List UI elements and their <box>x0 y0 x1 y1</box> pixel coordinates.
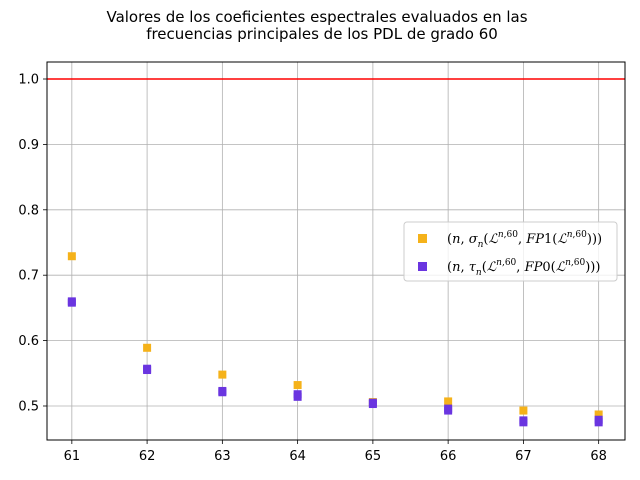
legend-label-tau: (n, τn(ℒn,60, FP0(ℒn,60))) <box>447 258 600 278</box>
chart-title-line-2: frecuencias principales de los PDL de gr… <box>146 25 498 43</box>
x-tick-label: 66 <box>440 449 457 464</box>
y-tick-label: 1.0 <box>18 73 39 88</box>
data-points <box>67 252 603 427</box>
tau-point <box>218 388 227 397</box>
sigma-point <box>594 410 603 419</box>
y-tick-label: 0.5 <box>18 399 39 414</box>
legend: (n, σn(ℒn,60, FP1(ℒn,60))) (n, τn(ℒn,60,… <box>403 221 618 282</box>
x-tick-label: 67 <box>515 449 532 464</box>
x-tick-label: 61 <box>64 449 81 464</box>
sigma-point <box>519 406 528 415</box>
legend-label-sigma: (n, σn(ℒn,60, FP1(ℒn,60))) <box>447 230 602 250</box>
sigma-point <box>218 370 227 379</box>
x-tick-label: 62 <box>139 449 156 464</box>
x-tick-label: 63 <box>214 449 231 464</box>
tau-point <box>519 418 528 427</box>
axis-ticks: 61 62 63 64 65 66 67 68 0.5 0.6 0.7 0.8 0.9 1.0 <box>18 73 607 464</box>
tau-point <box>293 392 302 401</box>
tau-point <box>67 298 76 307</box>
legend-box <box>403 221 618 282</box>
tau-point <box>143 366 152 375</box>
x-tick-label: 65 <box>365 449 382 464</box>
y-tick-label: 0.8 <box>18 203 39 218</box>
y-tick-label: 0.6 <box>18 334 39 349</box>
sigma-point <box>143 343 152 352</box>
y-tick-label: 0.9 <box>18 138 39 153</box>
x-tick-label: 68 <box>590 449 607 464</box>
sigma-point <box>67 252 76 261</box>
tau-point <box>444 406 453 415</box>
legend-marker-sigma <box>418 234 427 243</box>
tau-point <box>368 400 377 409</box>
tau-point <box>594 418 603 427</box>
y-tick-label: 0.7 <box>18 269 39 284</box>
chart-title-line-1: Valores de los coeficientes espectrales … <box>106 8 527 26</box>
legend-marker-tau <box>418 262 427 271</box>
sigma-point <box>293 381 302 390</box>
plot-frame <box>46 61 626 441</box>
sigma-point <box>444 397 453 406</box>
x-tick-label: 64 <box>289 449 306 464</box>
